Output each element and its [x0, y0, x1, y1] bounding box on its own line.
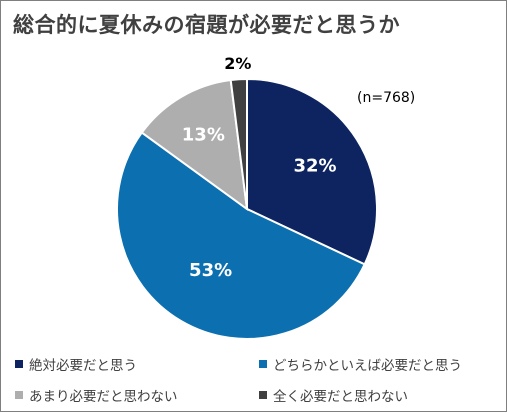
pie-slice-not-necessary-at-all — [229, 77, 248, 210]
sample-size-annotation: (n=768) — [357, 90, 416, 106]
chart-title: 総合的に夏休みの宿題が必要だと思うか — [13, 13, 400, 37]
data-label-somewhat-necessary: 53% — [189, 260, 232, 281]
data-label-not-very-necessary: 13% — [182, 125, 225, 146]
pie-slice-somewhat-necessary — [116, 131, 366, 340]
pie-slice-not-very-necessary — [140, 78, 249, 212]
data-label-absolutely-necessary: 32% — [294, 155, 337, 176]
data-label-not-necessary-at-all: 2% — [224, 54, 251, 73]
pie-slice-absolutely-necessary — [246, 77, 378, 266]
